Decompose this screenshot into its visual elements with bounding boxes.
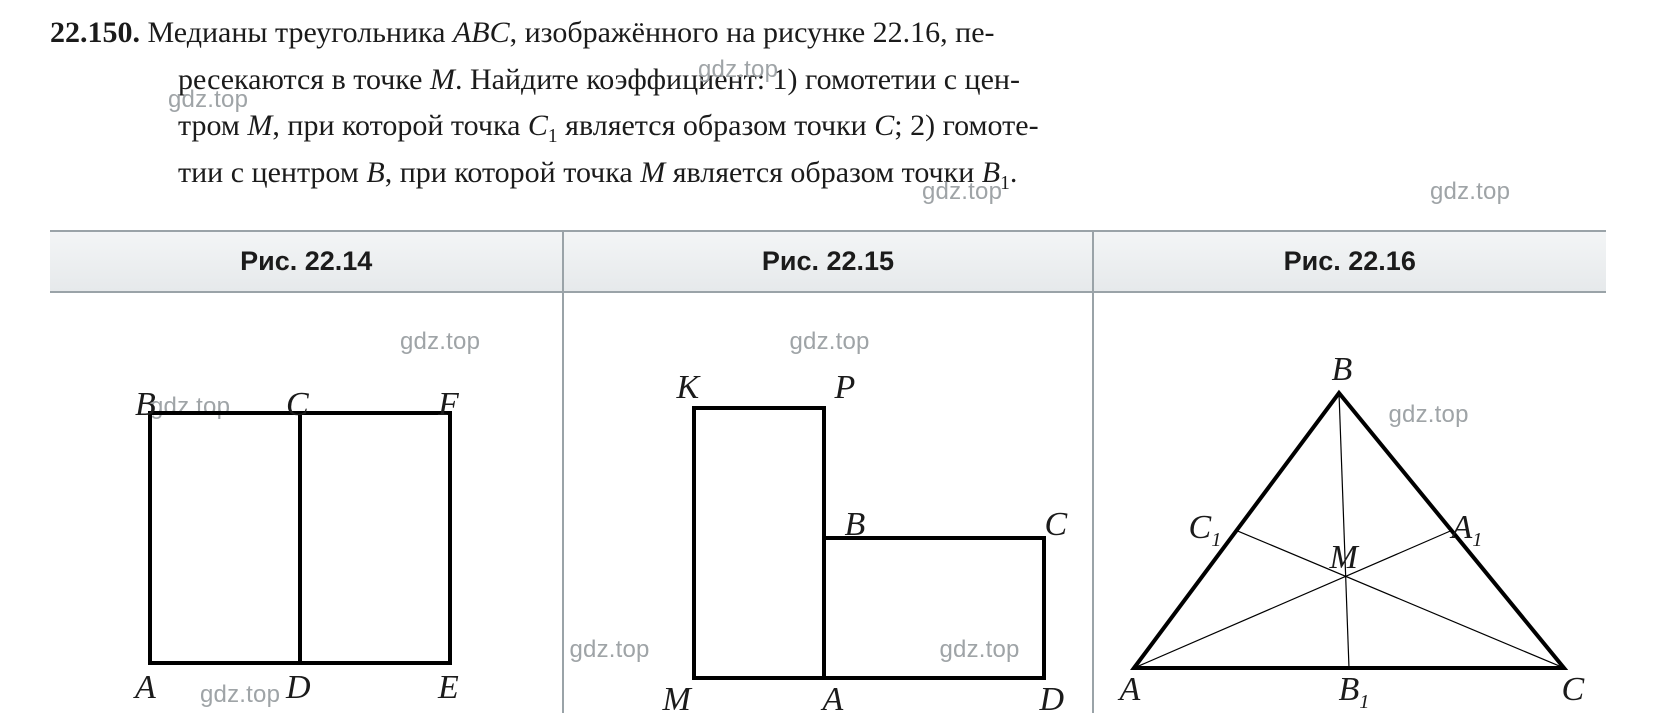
problem-number: 22.150. (50, 16, 140, 49)
fig-header: Рис. 22.15 (563, 231, 1092, 292)
t: ABC (453, 16, 510, 49)
problem-text: 22.150. Медианы треугольника ABC, изобра… (50, 10, 1636, 196)
t: M (640, 156, 665, 189)
label-A: A (1120, 673, 1141, 707)
watermark: gdz.top (400, 328, 480, 356)
t: тии с центром (178, 156, 366, 189)
fig-header: Рис. 22.16 (1093, 231, 1607, 292)
fig-header: Рис. 22.14 (50, 231, 563, 292)
label-F: F (438, 388, 459, 422)
t: ; 2) гомоте- (894, 109, 1038, 142)
t: является образом точки (558, 109, 875, 142)
label-D: D (1039, 683, 1064, 717)
label-B1: B1 (1339, 673, 1370, 712)
t: тром (178, 109, 247, 142)
figure-22-15: gdz.top gdz.top gdz.top K P B C M A D (564, 293, 1091, 713)
label-C: C (286, 388, 309, 422)
t: 1 (548, 126, 558, 147)
label-E: E (438, 671, 459, 705)
t: B (982, 156, 1000, 189)
watermark: gdz.top (789, 328, 869, 356)
t: Медианы треугольника (148, 16, 453, 49)
t: C (528, 109, 548, 142)
t: M (247, 109, 272, 142)
label-B: B (844, 508, 865, 542)
label-B: B (135, 388, 156, 422)
t: B (366, 156, 384, 189)
label-D: D (286, 671, 311, 705)
t: 1 (1000, 173, 1010, 194)
label-K: K (676, 371, 699, 405)
problem-line: Медианы треугольника ABC, изображённого … (148, 16, 995, 49)
t: , при которой точка (272, 109, 528, 142)
problem-line: тии с центром B, при которой точка M явл… (50, 150, 1636, 197)
label-P: P (834, 371, 855, 405)
label-C: C (1044, 508, 1067, 542)
figure-22-16: gdz.top B A C B1 C1 A1 M (1094, 293, 1607, 713)
label-M: M (1330, 541, 1358, 575)
figure-22-14: gdz.top gdz.top gdz.top B C F A D E (50, 293, 562, 713)
figures-table: Рис. 22.14 Рис. 22.15 Рис. 22.16 gdz.top… (50, 230, 1606, 713)
label-B: B (1332, 353, 1353, 387)
label-A1: A1 (1452, 511, 1483, 550)
label-M: M (662, 683, 690, 717)
watermark: gdz.top (200, 681, 280, 709)
t: . (1010, 156, 1018, 189)
problem-line: тром M, при которой точка C1 является об… (50, 103, 1636, 150)
t: C (874, 109, 894, 142)
label-C1: C1 (1189, 511, 1222, 550)
t: , изображённого на рисунке 22.16, пе- (510, 16, 995, 49)
problem-line: ресекаются в точке M. Найдите коэффициен… (50, 57, 1636, 104)
t: , при которой точка (385, 156, 641, 189)
label-A: A (822, 683, 843, 717)
t: M (430, 63, 455, 96)
t: ресекаются в точке (178, 63, 430, 96)
t: . Найдите коэффициент: 1) гомотетии с це… (455, 63, 1020, 96)
triangle-medians-icon (1094, 323, 1614, 703)
label-C: C (1562, 673, 1585, 707)
t: является образом точки (665, 156, 982, 189)
label-A: A (135, 671, 156, 705)
